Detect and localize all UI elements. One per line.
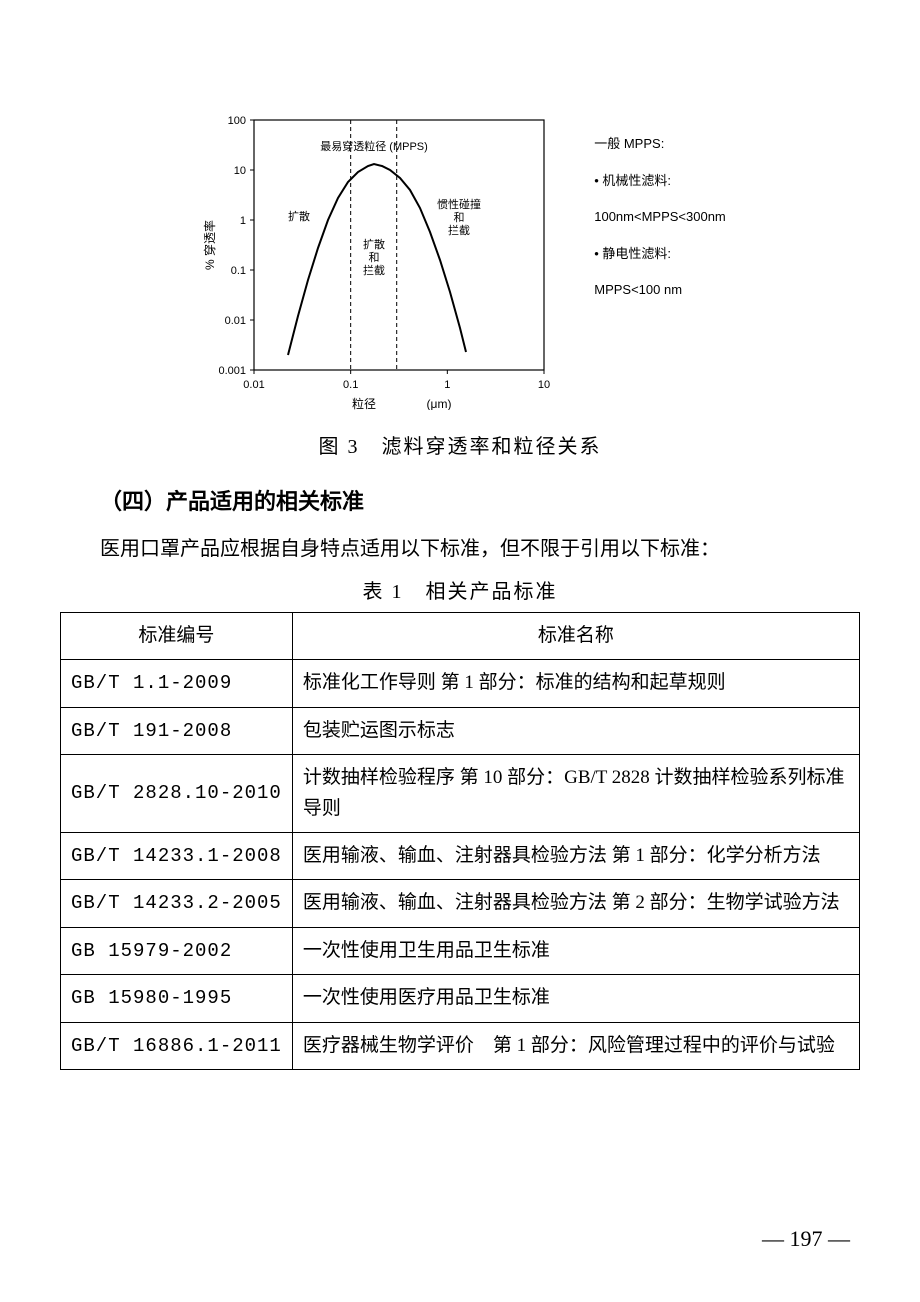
table-cell-name: 标准化工作导则 第 1 部分：标准的结构和起草规则 <box>292 660 859 707</box>
chart-container: 0.001 0.01 0.1 1 10 100 0.01 0.1 1 10 % 穿透率 粒径 (… <box>60 100 860 410</box>
svg-text:100: 100 <box>228 115 246 127</box>
table-cell-code: GB/T 2828.10-2010 <box>61 755 293 833</box>
side-item2-range: MPPS<100 nm <box>594 276 726 305</box>
table-cell-name: 医疗器械生物学评价 第 1 部分：风险管理过程中的评价与试验 <box>292 1022 859 1069</box>
table-row: GB/T 14233.1-2008医用输液、输血、注射器具检验方法 第 1 部分… <box>61 832 860 879</box>
table-row: GB/T 14233.2-2005医用输液、输血、注射器具检验方法 第 2 部分… <box>61 880 860 927</box>
section-heading: （四）产品适用的相关标准 <box>100 484 860 516</box>
side-item2-label: • 静电性滤料: <box>594 240 726 269</box>
table-cell-name: 计数抽样检验程序 第 10 部分：GB/T 2828 计数抽样检验系列标准导则 <box>292 755 859 833</box>
svg-text:1: 1 <box>240 215 246 227</box>
chart-box: 0.001 0.01 0.1 1 10 100 0.01 0.1 1 10 % 穿透率 粒径 (… <box>194 100 726 410</box>
col-header-name: 标准名称 <box>292 613 859 660</box>
side-item1-label: • 机械性滤料: <box>594 167 726 196</box>
svg-text:和: 和 <box>369 251 380 264</box>
col-header-code: 标准编号 <box>61 613 293 660</box>
svg-text:1: 1 <box>445 379 451 391</box>
svg-text:% 穿透率: % 穿透率 <box>202 220 217 270</box>
chart-side-notes: 一般 MPPS: • 机械性滤料: 100nm<MPPS<300nm • 静电性… <box>594 130 726 313</box>
table-cell-code: GB 15979-2002 <box>61 927 293 974</box>
table-row: GB/T 191-2008包装贮运图示标志 <box>61 707 860 754</box>
side-heading: 一般 MPPS: <box>594 130 726 159</box>
body-paragraph: 医用口罩产品应根据自身特点适用以下标准，但不限于引用以下标准： <box>60 531 860 567</box>
table-cell-name: 医用输液、输血、注射器具检验方法 第 2 部分：生物学试验方法 <box>292 880 859 927</box>
table-row: GB/T 16886.1-2011医疗器械生物学评价 第 1 部分：风险管理过程… <box>61 1022 860 1069</box>
table-cell-name: 包装贮运图示标志 <box>292 707 859 754</box>
page-number: — 197 — <box>762 1226 850 1252</box>
svg-text:粒径: 粒径 <box>352 396 376 410</box>
svg-text:10: 10 <box>538 379 550 391</box>
table-row: GB/T 2828.10-2010计数抽样检验程序 第 10 部分：GB/T 2… <box>61 755 860 833</box>
table-row: GB 15980-1995一次性使用医疗用品卫生标准 <box>61 975 860 1022</box>
svg-text:(μm): (μm) <box>427 397 452 410</box>
svg-text:拦截: 拦截 <box>448 223 470 237</box>
table-cell-code: GB 15980-1995 <box>61 975 293 1022</box>
table-cell-code: GB/T 14233.1-2008 <box>61 832 293 879</box>
figure-caption: 图 3 滤料穿透率和粒径关系 <box>60 430 860 459</box>
svg-text:0.1: 0.1 <box>343 379 358 391</box>
table-cell-name: 一次性使用卫生用品卫生标准 <box>292 927 859 974</box>
svg-text:扩散: 扩散 <box>288 209 310 223</box>
table-row: GB 15979-2002一次性使用卫生用品卫生标准 <box>61 927 860 974</box>
svg-text:10: 10 <box>234 165 246 177</box>
svg-text:0.01: 0.01 <box>225 315 246 327</box>
svg-text:0.1: 0.1 <box>231 265 246 277</box>
table-cell-code: GB/T 16886.1-2011 <box>61 1022 293 1069</box>
table-cell-code: GB/T 1.1-2009 <box>61 660 293 707</box>
svg-text:最易穿透粒径 (MPPS): 最易穿透粒径 (MPPS) <box>320 139 428 153</box>
svg-text:扩散: 扩散 <box>363 237 385 251</box>
svg-text:0.001: 0.001 <box>219 365 247 377</box>
side-item1-range: 100nm<MPPS<300nm <box>594 203 726 232</box>
table-cell-name: 医用输液、输血、注射器具检验方法 第 1 部分：化学分析方法 <box>292 832 859 879</box>
svg-text:拦截: 拦截 <box>363 263 385 277</box>
table-cell-code: GB/T 191-2008 <box>61 707 293 754</box>
penetration-chart: 0.001 0.01 0.1 1 10 100 0.01 0.1 1 10 % 穿透率 粒径 (… <box>194 100 574 410</box>
svg-text:和: 和 <box>454 211 465 224</box>
table-cell-name: 一次性使用医疗用品卫生标准 <box>292 975 859 1022</box>
table-caption: 表 1 相关产品标准 <box>60 575 860 604</box>
table-header-row: 标准编号 标准名称 <box>61 613 860 660</box>
standards-table: 标准编号 标准名称 GB/T 1.1-2009标准化工作导则 第 1 部分：标准… <box>60 612 860 1070</box>
svg-text:惯性碰撞: 惯性碰撞 <box>437 197 481 211</box>
table-cell-code: GB/T 14233.2-2005 <box>61 880 293 927</box>
svg-text:0.01: 0.01 <box>244 379 265 391</box>
table-row: GB/T 1.1-2009标准化工作导则 第 1 部分：标准的结构和起草规则 <box>61 660 860 707</box>
